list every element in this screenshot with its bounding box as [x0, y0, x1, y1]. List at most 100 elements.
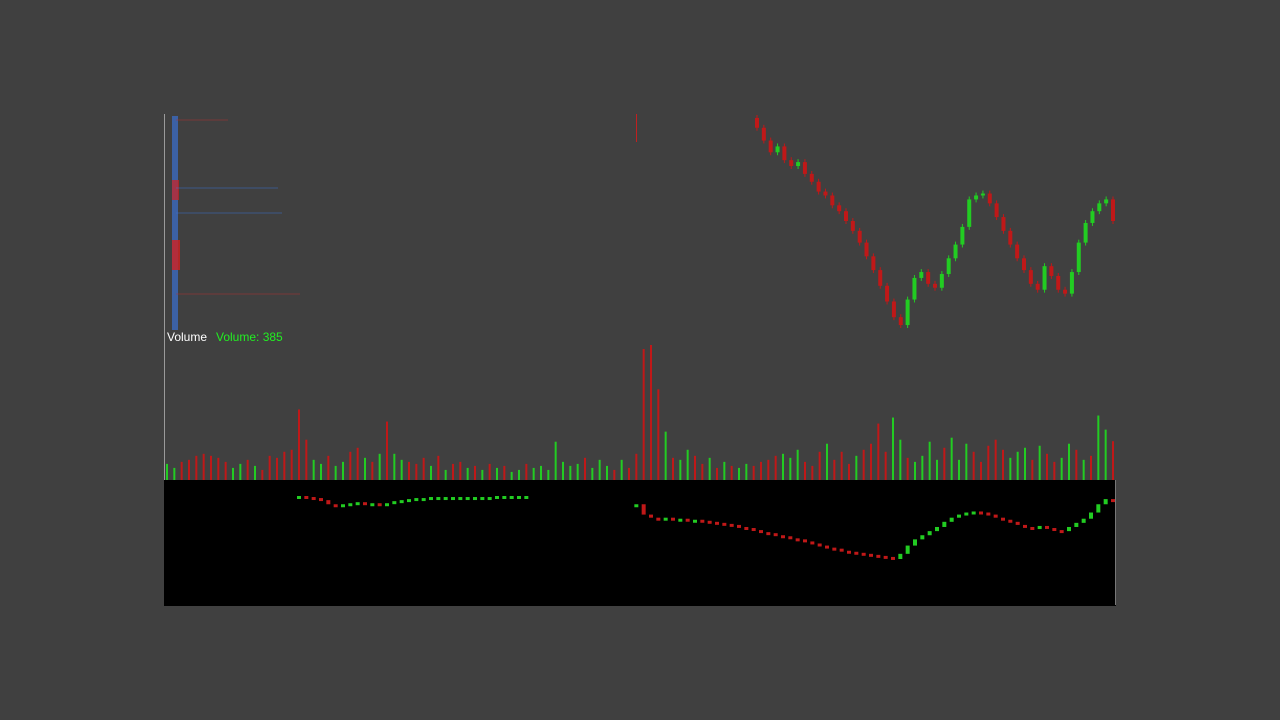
mini-candle	[854, 551, 859, 555]
volume-bar	[466, 467, 469, 480]
mini-candle	[825, 545, 829, 549]
mini-candle	[487, 497, 492, 501]
volume-bar	[613, 469, 616, 480]
volume-bar	[833, 459, 836, 480]
volume-bar	[444, 469, 447, 480]
volume-bar	[342, 461, 344, 480]
candle-body	[871, 256, 876, 271]
volume-bar	[364, 457, 366, 480]
volume-bar	[752, 465, 755, 480]
volume-bar	[972, 451, 975, 480]
volume-bar	[400, 459, 403, 480]
volume-bar	[334, 465, 337, 480]
volume-bar	[356, 447, 359, 480]
mini-candle	[304, 496, 309, 499]
candle-body	[1028, 270, 1033, 284]
volume-bar	[958, 459, 960, 480]
mini-candle	[509, 496, 514, 499]
candle-body	[891, 301, 896, 318]
volume-bar	[892, 417, 894, 480]
candle-body	[1008, 230, 1013, 245]
mini-candle	[1015, 521, 1020, 525]
mini-candle	[986, 512, 991, 516]
volume-bar	[701, 463, 704, 480]
volume-bar	[210, 455, 212, 480]
volume-bar	[1082, 459, 1085, 480]
volume-bar	[408, 461, 410, 480]
volume-bar	[730, 465, 733, 480]
mini-candle	[333, 504, 338, 508]
candle-body	[850, 221, 855, 231]
candle-body	[1090, 211, 1095, 223]
mini-candle	[979, 511, 983, 515]
volume-bar	[591, 467, 594, 480]
volume-bar	[635, 453, 638, 480]
volume-bar	[305, 439, 308, 480]
volume-bar	[1009, 457, 1012, 480]
volume-bar	[232, 467, 234, 480]
candle-body	[987, 193, 992, 204]
volume-bar	[393, 453, 396, 480]
mini-candle	[414, 498, 419, 502]
volume-bar	[760, 461, 762, 480]
volume-bar	[217, 457, 220, 480]
candle-body	[933, 283, 937, 288]
candle-body	[974, 195, 979, 200]
mini-candle	[326, 500, 331, 505]
volume-bar	[518, 469, 520, 480]
mini-candle	[1052, 528, 1057, 532]
volume-bar	[276, 457, 278, 480]
volume-bar	[789, 457, 792, 480]
mini-candle	[436, 497, 441, 501]
candle-body	[768, 140, 773, 153]
volume-bar	[1068, 443, 1070, 480]
mini-candle	[1111, 499, 1115, 503]
volume-bar	[950, 437, 953, 480]
mini-candle	[377, 503, 382, 507]
mini-candle	[817, 543, 822, 547]
candle-body	[1015, 244, 1020, 259]
mini-candle	[964, 512, 969, 516]
mini-candle	[355, 502, 360, 506]
mini-candle	[1103, 499, 1108, 505]
mini-candle	[957, 514, 961, 518]
volume-bar	[664, 431, 667, 480]
volume-bar	[327, 455, 330, 480]
volume-bar	[525, 463, 528, 480]
candle-body	[912, 277, 917, 300]
volume-bar	[474, 465, 476, 480]
volume-bar	[1046, 453, 1048, 480]
volume-bar	[965, 443, 968, 480]
volume-bar	[496, 467, 498, 480]
volume-bar	[547, 469, 550, 480]
volume-bar	[1053, 461, 1056, 480]
volume-bar	[1104, 429, 1107, 480]
profile-blue	[172, 116, 178, 330]
mini-candle	[891, 556, 895, 560]
candle-body	[816, 181, 821, 192]
volume-bar	[283, 451, 286, 480]
mini-candle	[297, 496, 301, 499]
mini-candle	[1059, 530, 1064, 534]
mini-candle	[1089, 512, 1093, 519]
panel-title: Volume	[167, 330, 207, 344]
volume-bar	[503, 465, 506, 480]
volume-bar	[452, 463, 454, 480]
mini-candle	[495, 496, 499, 499]
mini-candle	[421, 498, 426, 502]
candle-body	[878, 270, 883, 286]
mini-candle	[803, 539, 807, 543]
volume-bar	[378, 453, 381, 480]
mini-candle	[465, 497, 470, 501]
mini-candle	[502, 496, 507, 499]
volume-bar	[694, 455, 696, 480]
mini-candle	[869, 553, 873, 557]
mini-candle	[693, 519, 697, 523]
candle-body	[960, 226, 965, 245]
volume-bar	[268, 455, 271, 480]
volume-bar	[246, 459, 249, 480]
volume-bar	[1024, 447, 1026, 480]
candle-body	[1083, 222, 1088, 243]
mini-candle	[1008, 519, 1013, 523]
